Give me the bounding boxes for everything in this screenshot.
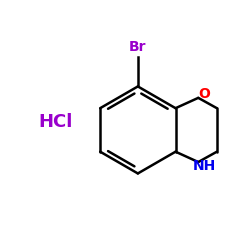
Text: HCl: HCl [38,113,73,131]
Text: O: O [198,87,210,101]
Text: NH: NH [192,159,216,173]
Text: Br: Br [129,40,146,54]
